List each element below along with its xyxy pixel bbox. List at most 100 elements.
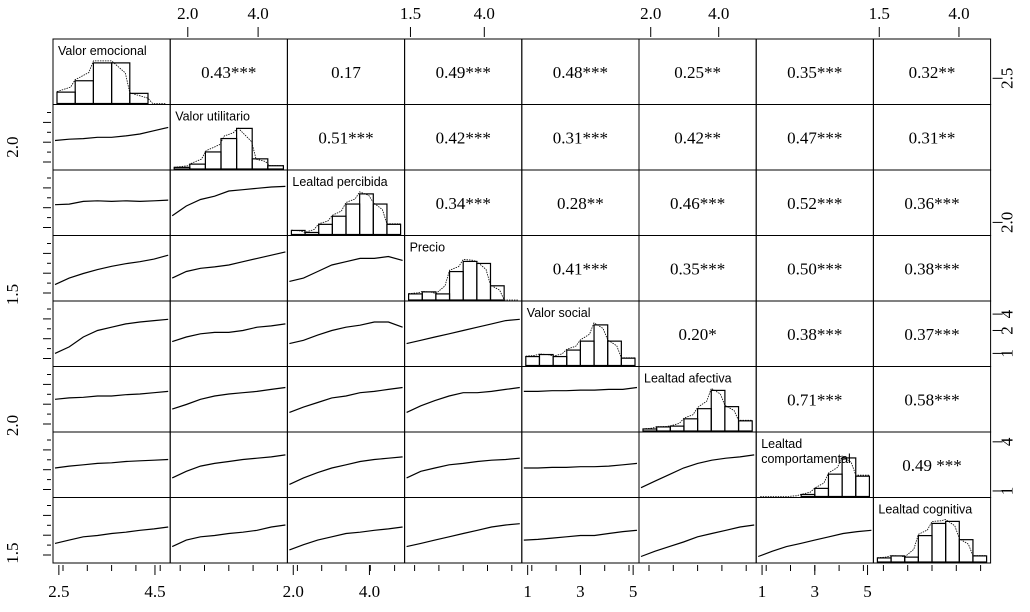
top-axis-tick-label-1-0: 1.5: [400, 4, 421, 23]
histogram-bar-4-0: [525, 355, 541, 367]
histogram-bar-5-4: [696, 408, 712, 432]
matrix-cell-4-0: [52, 300, 171, 367]
histogram-bar-2-2: [318, 223, 333, 236]
variable-label-2: Lealtad percibida: [292, 175, 387, 189]
top-axis-tick-label-1-1: 4.0: [474, 4, 495, 23]
histogram-bar-1-3: [220, 137, 238, 170]
right-axis-tick-label-1-0: 2.0: [998, 212, 1017, 233]
correlation-value-4-7: 0.37***: [904, 325, 959, 344]
variable-label-7: Lealtad cognitiva: [878, 503, 972, 517]
density-line-2: [291, 191, 401, 233]
matrix-cell-5-4: [521, 366, 640, 433]
matrix-cell-7-4: [521, 497, 640, 564]
smooth-line-7-6: [757, 529, 872, 558]
histogram-bar-2-1: [304, 231, 320, 236]
matrix-cell-5-2: [286, 366, 406, 433]
histogram-bar-0-4: [129, 92, 149, 105]
bottom-axis-tick-label-2-1: 3: [576, 582, 585, 601]
correlation-value-0-2: 0.17: [331, 63, 361, 82]
smooth-line-5-1: [172, 386, 286, 410]
density-line-4: [525, 322, 635, 359]
smooth-line-6-3: [406, 457, 520, 479]
left-axis-tick-label-2-0: 2.0: [3, 415, 22, 436]
density-line-5: [642, 387, 753, 430]
matrix-cell-5-1: [169, 366, 288, 433]
histogram-bar-1-0: [173, 166, 191, 170]
correlation-value-1-2: 0.51***: [318, 128, 373, 147]
matrix-cell-6-5: [638, 431, 757, 498]
correlation-value-2-5: 0.46***: [670, 194, 725, 213]
bottom-axis-tick-label-1-0: 2.0: [283, 582, 304, 601]
correlation-value-1-4: 0.31***: [553, 128, 608, 147]
histogram-bar-3-2: [435, 293, 451, 301]
bottom-axis-tick-label-0-1: 4.5: [144, 582, 165, 601]
histogram-bar-2-4: [345, 203, 361, 236]
matrix-cell-7-2: [286, 497, 406, 564]
matrix-cell-3-1: [169, 235, 288, 302]
matrix-cell-7-1: [169, 497, 288, 564]
histogram-bar-4-1: [538, 353, 554, 367]
smooth-line-4-2: [289, 321, 403, 345]
density-line-6: [760, 455, 870, 497]
matrix-marks: Valor emocional Valor utilitario Lealtad p…: [54, 44, 988, 563]
smooth-line-3-2: [289, 255, 403, 282]
histogram-bar-2-0: [290, 229, 306, 236]
density-line-0: [56, 60, 167, 104]
matrix-cell-5-3: [404, 366, 523, 433]
right-axis-tick-label-0-0: 2.5: [998, 68, 1017, 89]
matrix-cell-7-3: [404, 497, 523, 564]
correlation-value-1-7: 0.31**: [909, 128, 956, 147]
bottom-axis-tick-label-3-2: 5: [863, 582, 872, 601]
histogram-bar-5-2: [669, 425, 685, 432]
variable-label-6-1: comportamental: [761, 452, 851, 466]
correlation-value-2-6: 0.52***: [787, 194, 842, 213]
correlation-value-0-6: 0.35***: [787, 63, 842, 82]
smooth-line-1-0: [54, 126, 169, 142]
top-axis-tick-label-3-1: 4.0: [948, 4, 969, 23]
correlation-value-0-4: 0.48***: [553, 63, 608, 82]
matrix-cell-6-3: [404, 431, 523, 498]
correlation-value-3-7: 0.38***: [904, 259, 959, 278]
histogram-bar-2-6: [372, 203, 388, 236]
histogram-bar-7-0: [876, 557, 892, 563]
matrix-cell-7-6: [755, 497, 874, 564]
histogram-bar-3-3: [448, 270, 464, 301]
matrix-cell-3-0: [52, 235, 171, 302]
smooth-line-4-0: [54, 318, 169, 354]
smooth-line-4-3: [406, 318, 520, 345]
density-line-3: [408, 259, 518, 301]
histogram-bar-3-4: [462, 260, 478, 301]
right-axis-tick-label-2-1: 2: [998, 326, 1017, 335]
correlation-value-0-5: 0.25**: [674, 63, 721, 82]
matrix-cell-6-0: [52, 431, 171, 498]
smooth-line-6-5: [640, 454, 755, 489]
smooth-line-7-2: [289, 526, 403, 551]
smooth-line-6-0: [54, 458, 169, 469]
histogram-bar-2-3: [331, 215, 347, 236]
correlation-value-6-7: 0.49 ***: [902, 456, 962, 475]
histogram-bar-6-7: [855, 475, 870, 498]
correlation-value-2-7: 0.36***: [904, 194, 959, 213]
smooth-line-5-3: [406, 386, 520, 413]
top-axis-tick-label-0-0: 2.0: [177, 4, 198, 23]
smooth-line-7-4: [523, 529, 638, 541]
correlation-value-2-3: 0.34***: [436, 194, 491, 213]
smooth-line-7-1: [171, 524, 286, 548]
histogram-bar-4-5: [593, 324, 609, 367]
smooth-line-4-1: [172, 323, 286, 343]
bottom-axis-tick-label-3-1: 3: [811, 582, 820, 601]
histogram-bar-4-3: [566, 349, 581, 367]
top-axis-tick-label-3-0: 1.5: [869, 4, 890, 23]
histogram-bar-4-4: [579, 340, 595, 367]
histogram-bar-1-6: [267, 165, 284, 170]
smooth-line-7-5: [640, 524, 755, 558]
histogram-bar-7-4: [931, 522, 947, 563]
histogram-bar-5-7: [737, 420, 753, 432]
correlation-value-1-5: 0.42**: [674, 128, 721, 147]
histogram-bar-7-6: [958, 539, 974, 563]
right-axis-tick-label-2-2: 4: [998, 309, 1017, 318]
histogram-bar-5-6: [724, 406, 740, 432]
variable-label-6-0: Lealtad: [761, 437, 802, 451]
smooth-line-7-0: [54, 526, 169, 544]
